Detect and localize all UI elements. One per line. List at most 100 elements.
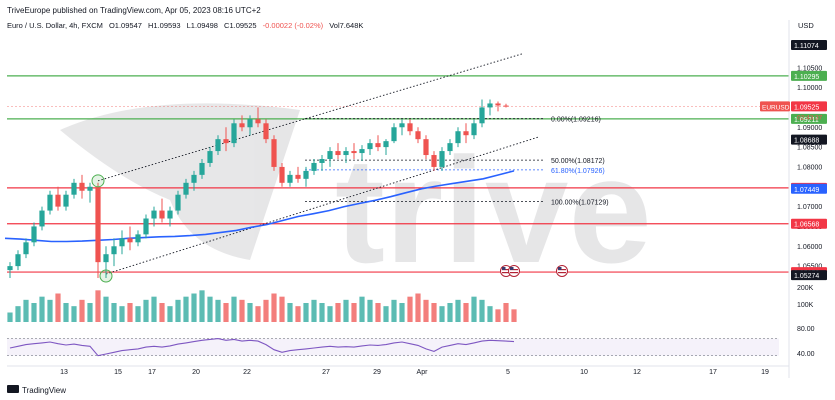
volume-bar — [487, 306, 493, 322]
volume-bar — [359, 296, 365, 322]
time-tick-4: 22 — [243, 369, 251, 376]
time-tick-5: 27 — [322, 369, 330, 376]
volume-bar — [415, 293, 421, 322]
candle-body — [47, 194, 53, 211]
candle-body — [359, 149, 365, 154]
volume-bar — [15, 306, 21, 322]
candle-body — [15, 254, 21, 267]
candle-body — [31, 226, 37, 243]
candle-body — [471, 123, 477, 136]
volume-bar — [503, 303, 509, 322]
pivot-marker-0 — [91, 174, 105, 188]
price-axis[interactable]: 1.105001.100001.095001.090001.085001.080… — [760, 39, 827, 281]
volume-bar — [439, 306, 445, 322]
candle-body — [303, 170, 309, 179]
candle-body — [311, 162, 317, 171]
footer-brand: TradingView — [22, 386, 66, 395]
event-icons[interactable] — [500, 265, 568, 277]
price-tick-4: 1.08500 — [797, 145, 822, 152]
ohlc-high: H1.09593 — [148, 21, 181, 30]
time-axis[interactable]: 13 15 17 20 22 27 29 Apr 5 10 12 17 19 — [7, 365, 789, 376]
volume-bar — [263, 299, 269, 322]
time-tick-3: 20 — [192, 369, 200, 376]
volume-bar — [343, 299, 349, 322]
price-label-box-0 — [791, 39, 827, 50]
volume-bar — [183, 296, 189, 322]
symbol-tag: EURUSD — [762, 104, 790, 111]
flag-stripe-icon — [510, 269, 518, 271]
candle-body — [463, 131, 469, 136]
volume-bar — [135, 306, 141, 322]
volume-bar — [399, 303, 405, 322]
volume-bar — [407, 296, 413, 322]
volume-bar — [87, 303, 93, 322]
candle-body — [447, 143, 453, 152]
price-label-box-4 — [791, 134, 827, 145]
price-label-1: 1.10295 — [794, 74, 819, 81]
volume-bar — [455, 299, 461, 322]
trend-channel[interactable] — [97, 53, 539, 275]
volume-bar — [311, 299, 317, 322]
volume-bar — [207, 296, 213, 322]
time-tick-7: Apr — [417, 369, 429, 376]
volume-bar — [55, 293, 61, 322]
trive-watermark: trive — [60, 103, 652, 294]
pivot-marker-1 — [99, 269, 113, 283]
candle-body — [295, 174, 301, 179]
volume-bar — [167, 306, 173, 322]
volume-readout: Vol7.648K — [329, 21, 363, 30]
candle-body — [95, 186, 101, 263]
volume-tick-0: 200K — [797, 285, 814, 292]
flag-stripe-icon — [558, 272, 566, 274]
candle-body — [375, 143, 381, 148]
rsi-line — [9, 338, 515, 357]
volume-bar — [7, 312, 13, 322]
flag-canton-icon — [502, 267, 506, 270]
candle-body — [143, 218, 149, 235]
volume-tick-1: 100K — [797, 302, 814, 309]
candle-body — [351, 151, 357, 154]
volume-bar — [215, 299, 221, 322]
price-label-0: 1.11074 — [794, 43, 819, 50]
price-label-3: 1.09211 — [794, 117, 819, 124]
candle-body — [479, 107, 485, 124]
candle-body — [159, 210, 165, 219]
volume-bar — [295, 306, 301, 322]
volume-bar — [119, 306, 125, 322]
symbol-name: Euro / U.S. Dollar, 4h, FXCM — [7, 21, 103, 30]
flag-stripe-icon — [502, 272, 510, 274]
candle-body — [263, 123, 269, 140]
volume-bar — [367, 299, 373, 322]
volume-bar — [39, 296, 45, 322]
price-label-box-6 — [791, 218, 827, 229]
candle-body — [39, 210, 45, 227]
volume-bar — [127, 303, 133, 322]
volume-bar — [335, 303, 341, 322]
countdown-timer: 02:43:37 — [797, 114, 823, 121]
volume-bar — [199, 290, 205, 322]
candle-body — [383, 141, 389, 148]
symbol-info: Euro / U.S. Dollar, 4h, FXCM O1.09547 H1… — [7, 21, 363, 30]
candles — [7, 99, 509, 279]
candle-body — [415, 131, 421, 140]
rsi-band — [7, 338, 779, 356]
candle-body — [271, 139, 277, 167]
volume-bar — [383, 306, 389, 322]
volume-bar — [495, 309, 501, 322]
candle-body — [423, 139, 429, 156]
volume-bar — [431, 303, 437, 322]
candle-body — [327, 151, 333, 159]
volume-bar — [47, 299, 53, 322]
volume-bar — [31, 303, 37, 322]
ohlc-low: L1.09498 — [187, 21, 218, 30]
volume-bar — [247, 303, 253, 322]
price-label-2: 1.09525 — [794, 104, 819, 111]
candle-body — [23, 242, 29, 255]
channel-upper-line[interactable] — [97, 53, 523, 182]
symbol-tag-box — [760, 101, 790, 112]
time-tick-1: 15 — [114, 369, 122, 376]
candle-body — [119, 238, 125, 247]
volume-bar — [479, 299, 485, 322]
price-tick-3: 1.09000 — [797, 125, 822, 132]
